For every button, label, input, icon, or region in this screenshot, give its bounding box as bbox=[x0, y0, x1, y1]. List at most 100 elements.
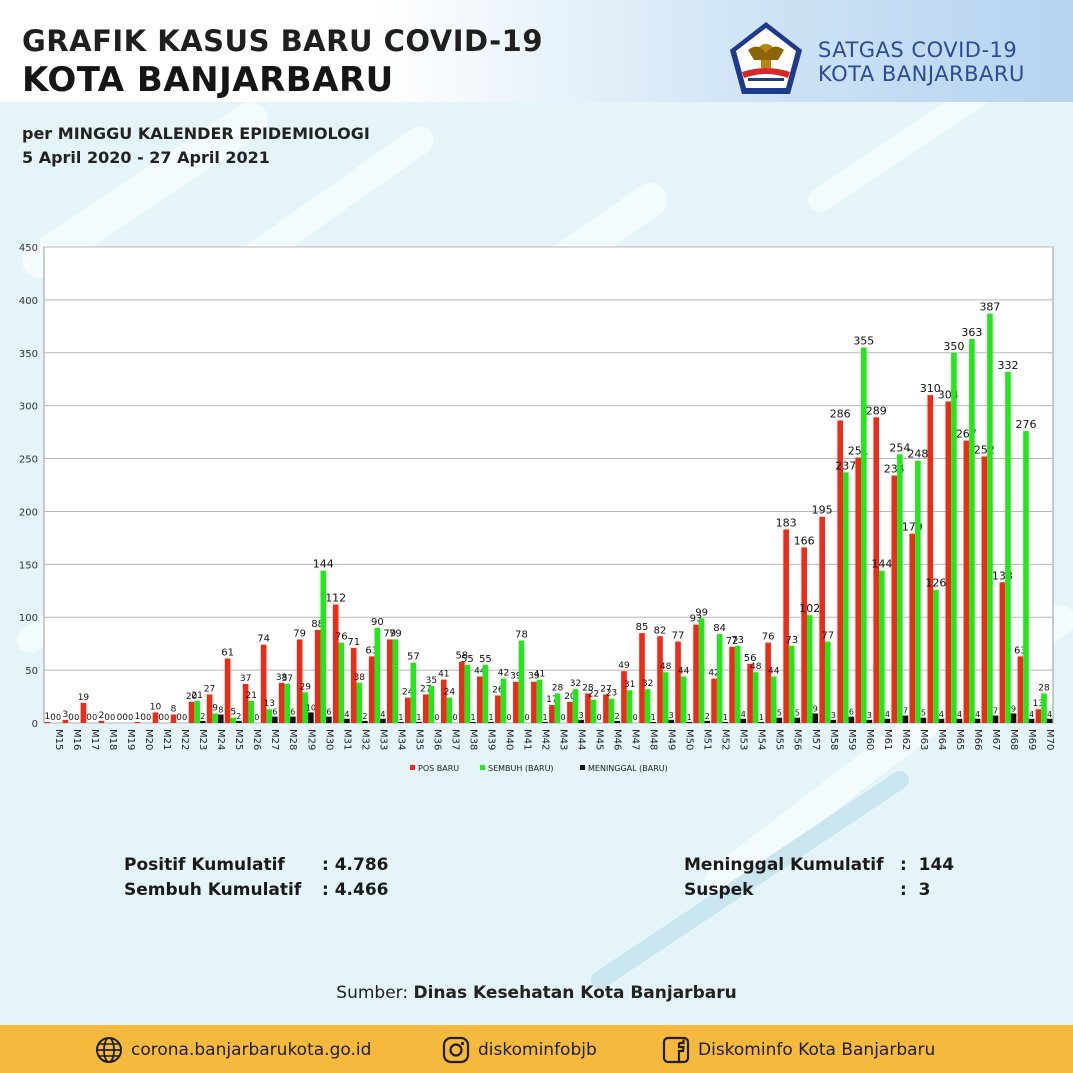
data-label-meninggal: 0 bbox=[182, 713, 187, 722]
data-label-sembuh: 0 bbox=[176, 713, 182, 723]
bar-pos-baru bbox=[675, 641, 681, 723]
bar-pos-baru bbox=[783, 529, 789, 723]
data-label-pos-baru: 44 bbox=[474, 666, 486, 676]
data-label-pos-baru: 74 bbox=[257, 634, 270, 645]
data-label-sembuh: 0 bbox=[50, 713, 56, 723]
bar-pos-baru bbox=[80, 702, 87, 723]
bar-meninggal bbox=[1010, 713, 1017, 723]
sembuh-kumulatif-value: : 4.466 bbox=[322, 880, 389, 900]
data-label-sembuh: 37 bbox=[282, 674, 293, 684]
footer-website[interactable]: corona.banjarbarukota.go.id bbox=[95, 1037, 371, 1063]
website-link[interactable]: corona.banjarbarukota.go.id bbox=[131, 1040, 372, 1060]
bar-sembuh bbox=[500, 678, 507, 723]
bar-pos-baru bbox=[981, 456, 988, 723]
positif-kumulatif-value: : 4.786 bbox=[322, 855, 389, 875]
data-label-pos-baru: 26 bbox=[492, 685, 504, 695]
y-tick-label: 100 bbox=[19, 613, 38, 624]
data-label-pos-baru: 63 bbox=[1014, 645, 1027, 656]
bar-pos-baru bbox=[332, 604, 339, 723]
x-tick-label: M16 bbox=[71, 729, 82, 750]
bar-meninggal bbox=[235, 720, 242, 723]
bar-pos-baru bbox=[657, 636, 663, 723]
data-label-meninggal: 0 bbox=[633, 713, 638, 722]
data-label-pos-baru: 85 bbox=[636, 622, 649, 633]
data-label-pos-baru: 112 bbox=[325, 592, 346, 605]
bar-sembuh bbox=[464, 664, 471, 723]
data-label-pos-baru: 42 bbox=[708, 669, 719, 679]
x-tick-label: M30 bbox=[323, 729, 334, 750]
x-tick-label: M32 bbox=[359, 729, 370, 750]
data-label-sembuh: 29 bbox=[300, 682, 312, 692]
bar-pos-baru bbox=[999, 582, 1006, 723]
data-label-meninggal: 0 bbox=[597, 713, 602, 722]
data-label-meninggal: 1 bbox=[651, 713, 656, 722]
bar-meninggal bbox=[542, 721, 548, 723]
data-label-sembuh: 57 bbox=[407, 652, 420, 663]
bar-meninggal bbox=[974, 718, 981, 723]
bar-pos-baru bbox=[693, 624, 699, 723]
x-tick-label: M31 bbox=[341, 729, 352, 750]
footer-instagram[interactable]: diskominfobjb bbox=[442, 1036, 597, 1064]
data-label-meninggal: 8 bbox=[218, 706, 223, 715]
data-label-sembuh: 0 bbox=[122, 713, 128, 723]
data-label-sembuh: 42 bbox=[498, 669, 509, 679]
bar-pos-baru bbox=[404, 697, 411, 723]
data-label-meninggal: 0 bbox=[92, 713, 97, 722]
facebook-page[interactable]: Diskominfo Kota Banjarbaru bbox=[698, 1040, 936, 1060]
bar-pos-baru bbox=[819, 516, 825, 723]
bar-pos-baru bbox=[747, 663, 753, 723]
bar-sembuh bbox=[248, 700, 255, 723]
bar-meninggal bbox=[1028, 718, 1035, 723]
bar-meninggal bbox=[848, 716, 855, 723]
y-tick-label: 200 bbox=[19, 507, 38, 518]
bar-sembuh bbox=[284, 683, 291, 723]
data-label-pos-baru: 79 bbox=[293, 628, 306, 639]
footer-facebook[interactable]: Diskominfo Kota Banjarbaru bbox=[662, 1036, 936, 1064]
x-tick-label: M62 bbox=[900, 729, 911, 750]
x-tick-label: M64 bbox=[936, 729, 947, 750]
data-label-meninggal: 4 bbox=[885, 710, 890, 719]
bar-meninggal bbox=[704, 720, 711, 723]
data-label-pos-baru: 1 bbox=[135, 712, 141, 722]
data-label-sembuh: 332 bbox=[997, 359, 1018, 372]
source-name: Dinas Kesehatan Kota Banjarbaru bbox=[413, 983, 737, 1003]
data-label-sembuh: 21 bbox=[245, 691, 256, 701]
data-label-meninggal: 0 bbox=[254, 713, 259, 722]
data-label-meninggal: 4 bbox=[344, 710, 349, 719]
data-label-sembuh: 350 bbox=[943, 340, 964, 353]
data-label-sembuh: 363 bbox=[961, 326, 982, 339]
x-tick-label: M20 bbox=[143, 729, 154, 750]
data-label-sembuh: 237 bbox=[835, 459, 856, 472]
bar-sembuh bbox=[662, 672, 669, 723]
bar-pos-baru bbox=[765, 642, 771, 723]
bar-sembuh bbox=[518, 640, 525, 723]
data-label-meninggal: 0 bbox=[525, 713, 530, 722]
data-label-meninggal: 0 bbox=[452, 713, 457, 722]
bar-sembuh bbox=[374, 627, 381, 723]
satgas-garuda-logo-icon bbox=[730, 22, 802, 94]
bar-sembuh bbox=[987, 313, 993, 723]
bar-sembuh bbox=[788, 645, 795, 723]
instagram-handle[interactable]: diskominfobjb bbox=[478, 1040, 597, 1060]
data-label-sembuh: 9 bbox=[212, 703, 218, 713]
bar-meninggal bbox=[884, 718, 891, 723]
bar-pos-baru bbox=[1035, 709, 1042, 723]
bar-pos-baru bbox=[495, 695, 501, 723]
y-tick-label: 450 bbox=[19, 243, 38, 254]
data-label-sembuh: 21 bbox=[191, 691, 202, 701]
data-label-pos-baru: 28 bbox=[582, 683, 594, 693]
bar-meninggal bbox=[470, 721, 476, 723]
bar-pos-baru bbox=[368, 656, 375, 723]
bar-sembuh bbox=[320, 570, 327, 723]
data-label-sembuh: 73 bbox=[731, 635, 744, 646]
y-tick-label: 250 bbox=[19, 455, 38, 466]
x-tick-label: M38 bbox=[467, 729, 478, 750]
data-label-sembuh: 84 bbox=[713, 623, 726, 634]
data-label-sembuh: 102 bbox=[799, 602, 820, 615]
data-label-pos-baru: 56 bbox=[744, 653, 757, 664]
data-label-meninggal: 3 bbox=[867, 711, 872, 720]
suspek-label: Suspek bbox=[684, 880, 754, 900]
bar-meninggal bbox=[902, 715, 909, 723]
title-line-2: KOTA BANJARBARU bbox=[22, 60, 394, 100]
